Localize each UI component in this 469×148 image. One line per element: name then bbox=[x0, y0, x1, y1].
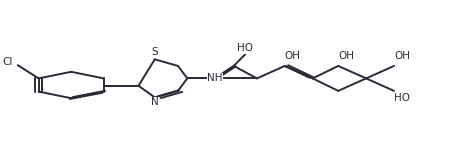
Text: OH: OH bbox=[394, 51, 410, 61]
Text: OH: OH bbox=[338, 51, 354, 61]
Text: S: S bbox=[151, 47, 158, 57]
Text: Cl: Cl bbox=[3, 57, 13, 67]
Text: OH: OH bbox=[285, 51, 301, 61]
Text: HO: HO bbox=[237, 44, 253, 53]
Text: NH: NH bbox=[207, 73, 223, 83]
Text: N: N bbox=[151, 97, 159, 107]
Text: HO: HO bbox=[394, 93, 410, 103]
